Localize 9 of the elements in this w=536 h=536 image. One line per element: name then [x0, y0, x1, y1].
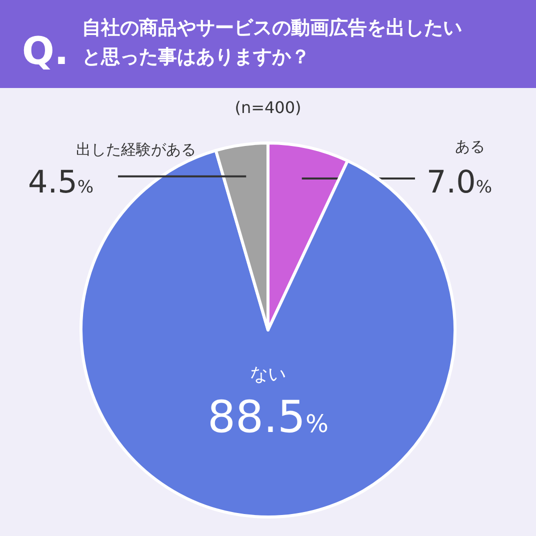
data-label: 7.0% — [426, 164, 492, 201]
text: Q. — [22, 29, 69, 73]
chart-title: 自社の商品やサービスの動画広告を出したいと思った事はありますか？ — [82, 17, 462, 68]
slice-label: 出した経験がある — [76, 140, 196, 158]
text: (n=400) — [234, 98, 302, 117]
slice-label: ない — [250, 364, 286, 385]
data-label: 4.5% — [28, 164, 94, 200]
data-label: 88.5% — [208, 392, 328, 443]
slice-label: ある — [455, 138, 485, 156]
